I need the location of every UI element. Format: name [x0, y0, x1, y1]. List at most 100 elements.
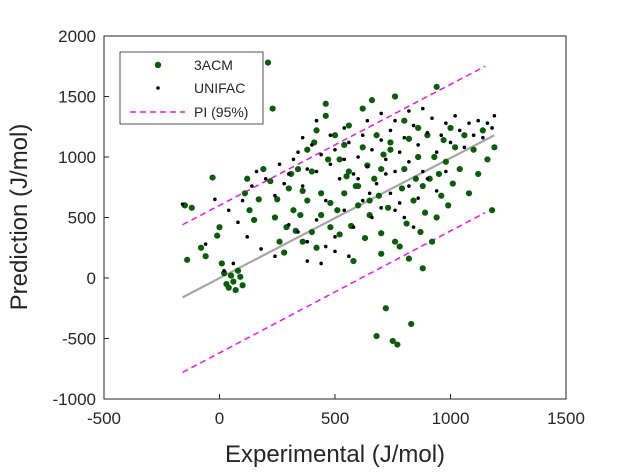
point-unifac [296, 230, 300, 234]
point-3acm [251, 216, 258, 224]
point-unifac [388, 191, 393, 196]
point-3acm [345, 122, 352, 129]
point-3acm [271, 214, 279, 221]
point-unifac [351, 225, 356, 229]
point-unifac [319, 261, 323, 266]
point-unifac [319, 152, 323, 157]
point-unifac [300, 135, 305, 140]
point-unifac [402, 215, 407, 220]
point-3acm [285, 185, 292, 192]
point-unifac [347, 254, 351, 259]
x-tick-label: -500 [87, 409, 121, 428]
point-3acm [412, 175, 419, 182]
point-3acm [355, 202, 362, 209]
point-3acm [421, 209, 429, 216]
point-3acm [373, 332, 380, 340]
point-unifac [310, 143, 314, 147]
point-unifac [434, 189, 439, 193]
point-3acm [308, 168, 315, 175]
point-unifac [342, 208, 347, 213]
point-3acm [324, 156, 332, 163]
point-3acm [442, 158, 449, 165]
point-3acm [396, 243, 403, 250]
point-unifac [462, 145, 467, 150]
point-3acm [359, 105, 366, 112]
point-unifac [314, 118, 319, 123]
point-unifac [384, 172, 388, 176]
point-unifac [323, 244, 328, 249]
point-3acm [267, 178, 274, 185]
point-unifac [360, 133, 365, 138]
point-unifac [291, 157, 296, 162]
point-3acm [417, 228, 424, 236]
point-3acm [246, 207, 253, 214]
point-3acm [449, 180, 456, 187]
point-3acm [378, 166, 385, 173]
point-3acm [375, 192, 382, 199]
point-unifac [471, 133, 476, 138]
point-unifac [402, 135, 407, 140]
points-layer [180, 59, 498, 348]
point-3acm [382, 305, 389, 312]
point-unifac [305, 239, 310, 244]
prediction-interval-line [182, 65, 486, 226]
point-3acm [366, 197, 373, 204]
point-unifac [273, 254, 277, 259]
point-unifac [296, 150, 300, 154]
point-unifac [384, 157, 388, 162]
point-unifac [263, 176, 268, 181]
point-3acm [260, 166, 267, 173]
legend: 3ACM UNIFAC PI (95%) [119, 51, 264, 125]
y-tick-label: -1000 [53, 390, 96, 409]
point-3acm [304, 197, 311, 204]
point-3acm [232, 287, 239, 294]
point-3acm [431, 153, 438, 161]
point-unifac [180, 202, 185, 206]
point-3acm [488, 207, 496, 214]
point-unifac [457, 128, 462, 133]
point-unifac [328, 133, 333, 138]
x-tick-label: 500 [321, 409, 349, 428]
point-unifac [314, 218, 319, 222]
point-unifac [393, 118, 397, 123]
point-unifac [250, 184, 254, 188]
point-unifac [397, 201, 402, 205]
point-3acm [371, 175, 378, 182]
point-unifac [240, 198, 245, 203]
point-3acm [218, 260, 225, 267]
point-3acm [336, 156, 343, 163]
point-unifac [397, 150, 402, 154]
point-unifac [481, 135, 485, 140]
point-3acm [389, 337, 396, 345]
point-unifac [444, 169, 448, 174]
y-tick-label: 0 [87, 269, 96, 288]
y-tick-label: -500 [62, 330, 96, 349]
point-3acm [433, 214, 440, 221]
point-unifac [416, 143, 420, 147]
point-unifac [425, 131, 430, 135]
y-tick-label: 2000 [58, 27, 96, 46]
point-unifac [439, 133, 444, 138]
point-3acm [225, 284, 232, 291]
point-unifac [365, 164, 370, 169]
x-tick-label: 1000 [432, 409, 470, 428]
point-3acm [419, 265, 426, 272]
point-3acm [410, 197, 417, 204]
point-3acm [435, 170, 443, 178]
point-3acm [234, 267, 242, 274]
point-3acm [290, 207, 297, 214]
point-3acm [433, 83, 440, 90]
point-unifac [365, 118, 370, 123]
point-3acm [401, 117, 408, 124]
point-unifac [231, 261, 236, 266]
point-unifac [203, 242, 208, 246]
point-unifac [430, 116, 434, 121]
point-3acm [345, 168, 352, 175]
point-3acm [209, 174, 216, 181]
point-unifac [407, 184, 411, 188]
point-unifac [407, 109, 411, 113]
point-3acm [440, 136, 447, 144]
point-unifac [444, 121, 448, 125]
